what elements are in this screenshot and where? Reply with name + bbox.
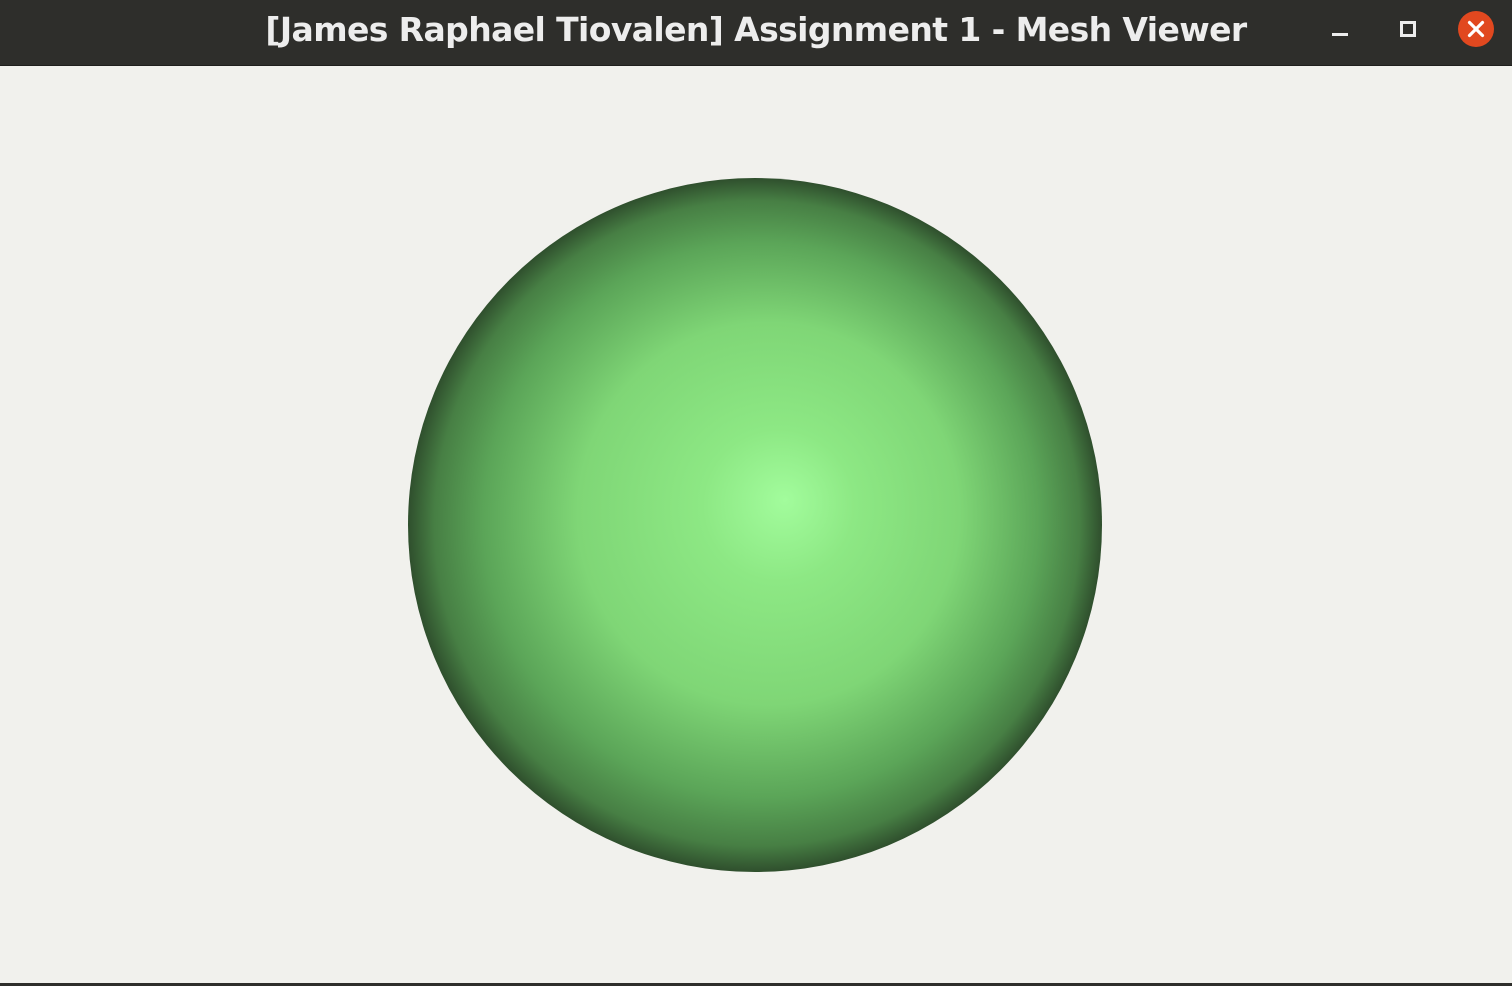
title-bar[interactable]: [James Raphael Tiovalen] Assignment 1 - …	[0, 0, 1512, 66]
close-icon	[1458, 11, 1494, 47]
minimize-button[interactable]	[1320, 9, 1360, 49]
window-title: [James Raphael Tiovalen] Assignment 1 - …	[265, 10, 1247, 49]
minimize-icon	[1332, 33, 1348, 36]
window-bottom-edge	[0, 983, 1512, 986]
close-button[interactable]	[1456, 9, 1496, 49]
maximize-icon	[1400, 21, 1416, 37]
sphere-mesh	[408, 178, 1102, 872]
render-viewport[interactable]	[0, 66, 1512, 983]
sphere-body	[408, 178, 1102, 872]
maximize-button[interactable]	[1388, 9, 1428, 49]
